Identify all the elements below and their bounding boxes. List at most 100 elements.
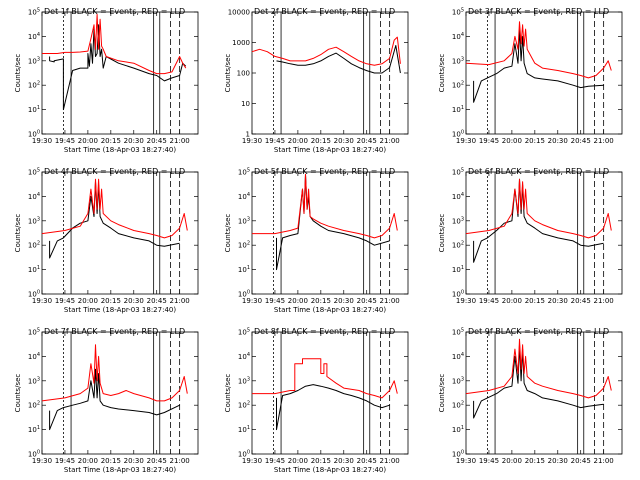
x-tick-label: 20:45 bbox=[147, 297, 167, 305]
panel-title: Det 5f BLACK = Events, RED = LLD bbox=[254, 167, 395, 176]
x-tick-label: 19:30 bbox=[456, 457, 476, 465]
y-axis-label: Counts/sec bbox=[438, 214, 446, 253]
x-axis-label: Start Time (18-Apr-03 18:27:40) bbox=[64, 146, 176, 154]
plot-frame bbox=[465, 331, 623, 455]
x-tick-label: 20:00 bbox=[502, 457, 522, 465]
y-axis-label: Counts/sec bbox=[14, 214, 22, 253]
detector-panel: Det 6f BLACK = Events, RED = LLD 100 101 10… bbox=[438, 167, 623, 305]
y-tick-label: 102 bbox=[452, 81, 464, 90]
events-series-line bbox=[276, 45, 401, 74]
panel-title: Det 9f BLACK = Events, RED = LLD bbox=[468, 327, 609, 336]
x-tick-label: 21:00 bbox=[594, 137, 614, 145]
events-series-line bbox=[473, 344, 604, 419]
y-tick-label: 100 bbox=[28, 290, 40, 299]
plot-frame bbox=[41, 11, 199, 135]
y-tick-label: 100 bbox=[452, 130, 464, 139]
y-tick-label: 100 bbox=[452, 450, 464, 459]
y-tick-label: 10000 bbox=[228, 9, 250, 17]
x-axis-label: Start Time (18-Apr-03 18:27:40) bbox=[64, 306, 176, 314]
x-tick-label: 19:45 bbox=[265, 457, 285, 465]
y-tick-label: 105 bbox=[28, 328, 40, 337]
panel-title: Det 8f BLACK = Events, RED = LLD bbox=[254, 327, 395, 336]
x-tick-label: 20:30 bbox=[548, 457, 568, 465]
x-axis-label: Start Time (18-Apr-03 18:27:40) bbox=[64, 466, 176, 474]
detector-panel: Det 2f BLACK = Events, RED = LLD 1 10 100 10… bbox=[224, 7, 409, 154]
detector-panel: Det 3f BLACK = Events, RED = LLD 100 101 10… bbox=[438, 7, 623, 145]
x-tick-label: 20:30 bbox=[124, 457, 144, 465]
y-axis-label: Counts/sec bbox=[224, 374, 232, 413]
x-tick-label: 20:45 bbox=[357, 297, 377, 305]
lld-series-line bbox=[465, 178, 612, 239]
x-tick-label: 20:15 bbox=[311, 297, 331, 305]
y-tick-label: 105 bbox=[238, 328, 250, 337]
plot-frame bbox=[41, 331, 199, 455]
x-tick-label: 19:30 bbox=[456, 297, 476, 305]
x-tick-label: 19:45 bbox=[55, 457, 75, 465]
x-tick-label: 20:15 bbox=[525, 457, 545, 465]
x-tick-label: 19:45 bbox=[55, 137, 75, 145]
x-tick-label: 19:30 bbox=[456, 137, 476, 145]
y-tick-label: 100 bbox=[28, 130, 40, 139]
y-tick-label: 103 bbox=[238, 376, 250, 385]
y-tick-label: 104 bbox=[28, 192, 40, 201]
x-tick-label: 20:30 bbox=[548, 137, 568, 145]
detector-panel: Det 4f BLACK = Events, RED = LLD 100 101 10… bbox=[14, 167, 199, 314]
x-axis-label: Start Time (18-Apr-03 18:27:40) bbox=[274, 466, 386, 474]
x-tick-label: 21:00 bbox=[594, 457, 614, 465]
y-tick-label: 102 bbox=[28, 401, 40, 410]
detector-panel: Det 1f BLACK = Events, RED = LLD 100 101 10… bbox=[14, 7, 199, 154]
y-tick-label: 102 bbox=[28, 81, 40, 90]
y-tick-label: 103 bbox=[28, 376, 40, 385]
x-axis-label: Start Time (18-Apr-03 18:27:40) bbox=[274, 306, 386, 314]
lld-series-line bbox=[41, 344, 188, 402]
x-tick-label: 20:30 bbox=[334, 137, 354, 145]
x-tick-label: 20:30 bbox=[124, 297, 144, 305]
y-tick-label: 104 bbox=[28, 352, 40, 361]
x-tick-label: 20:15 bbox=[525, 137, 545, 145]
panel-title: Det 1f BLACK = Events, RED = LLD bbox=[44, 7, 185, 16]
x-tick-label: 19:30 bbox=[32, 137, 52, 145]
x-tick-label: 19:45 bbox=[479, 137, 499, 145]
y-tick-label: 105 bbox=[28, 168, 40, 177]
lld-series-line bbox=[465, 21, 612, 79]
x-tick-label: 20:45 bbox=[571, 297, 591, 305]
x-axis-label: Start Time (18-Apr-03 18:27:40) bbox=[274, 146, 386, 154]
y-tick-label: 100 bbox=[237, 70, 250, 78]
y-axis-label: Counts/sec bbox=[438, 54, 446, 93]
x-tick-label: 19:45 bbox=[55, 297, 75, 305]
y-tick-label: 1000 bbox=[232, 39, 250, 47]
x-tick-label: 19:45 bbox=[265, 297, 285, 305]
detector-panel: Det 8f BLACK = Events, RED = LLD 100 101 10… bbox=[224, 327, 409, 474]
panel-title: Det 3f BLACK = Events, RED = LLD bbox=[468, 7, 609, 16]
lld-series-line bbox=[252, 173, 398, 239]
y-axis-label: Counts/sec bbox=[14, 54, 22, 93]
x-tick-label: 20:00 bbox=[288, 137, 308, 145]
plot-frame bbox=[251, 171, 409, 295]
y-tick-label: 102 bbox=[238, 401, 250, 410]
y-tick-label: 101 bbox=[238, 265, 250, 274]
y-tick-label: 1 bbox=[246, 131, 250, 139]
y-tick-label: 100 bbox=[238, 290, 250, 299]
y-tick-label: 104 bbox=[238, 192, 250, 201]
y-tick-label: 102 bbox=[238, 241, 250, 250]
y-axis-label: Counts/sec bbox=[224, 214, 232, 253]
plot-frame bbox=[251, 11, 409, 135]
lld-series-line bbox=[251, 36, 401, 66]
x-tick-label: 19:30 bbox=[242, 457, 262, 465]
x-tick-label: 21:00 bbox=[380, 137, 400, 145]
y-tick-label: 10 bbox=[241, 100, 250, 108]
y-tick-label: 101 bbox=[452, 265, 464, 274]
events-series-line bbox=[49, 24, 187, 111]
y-tick-label: 105 bbox=[452, 168, 464, 177]
y-tick-label: 104 bbox=[28, 32, 40, 41]
x-tick-label: 20:30 bbox=[334, 297, 354, 305]
x-tick-label: 20:00 bbox=[502, 137, 522, 145]
plot-frame bbox=[465, 171, 623, 295]
y-tick-label: 101 bbox=[238, 425, 250, 434]
x-tick-label: 20:45 bbox=[147, 137, 167, 145]
y-tick-label: 102 bbox=[28, 241, 40, 250]
x-tick-label: 19:45 bbox=[479, 457, 499, 465]
y-tick-label: 103 bbox=[28, 216, 40, 225]
x-tick-label: 20:15 bbox=[101, 137, 121, 145]
